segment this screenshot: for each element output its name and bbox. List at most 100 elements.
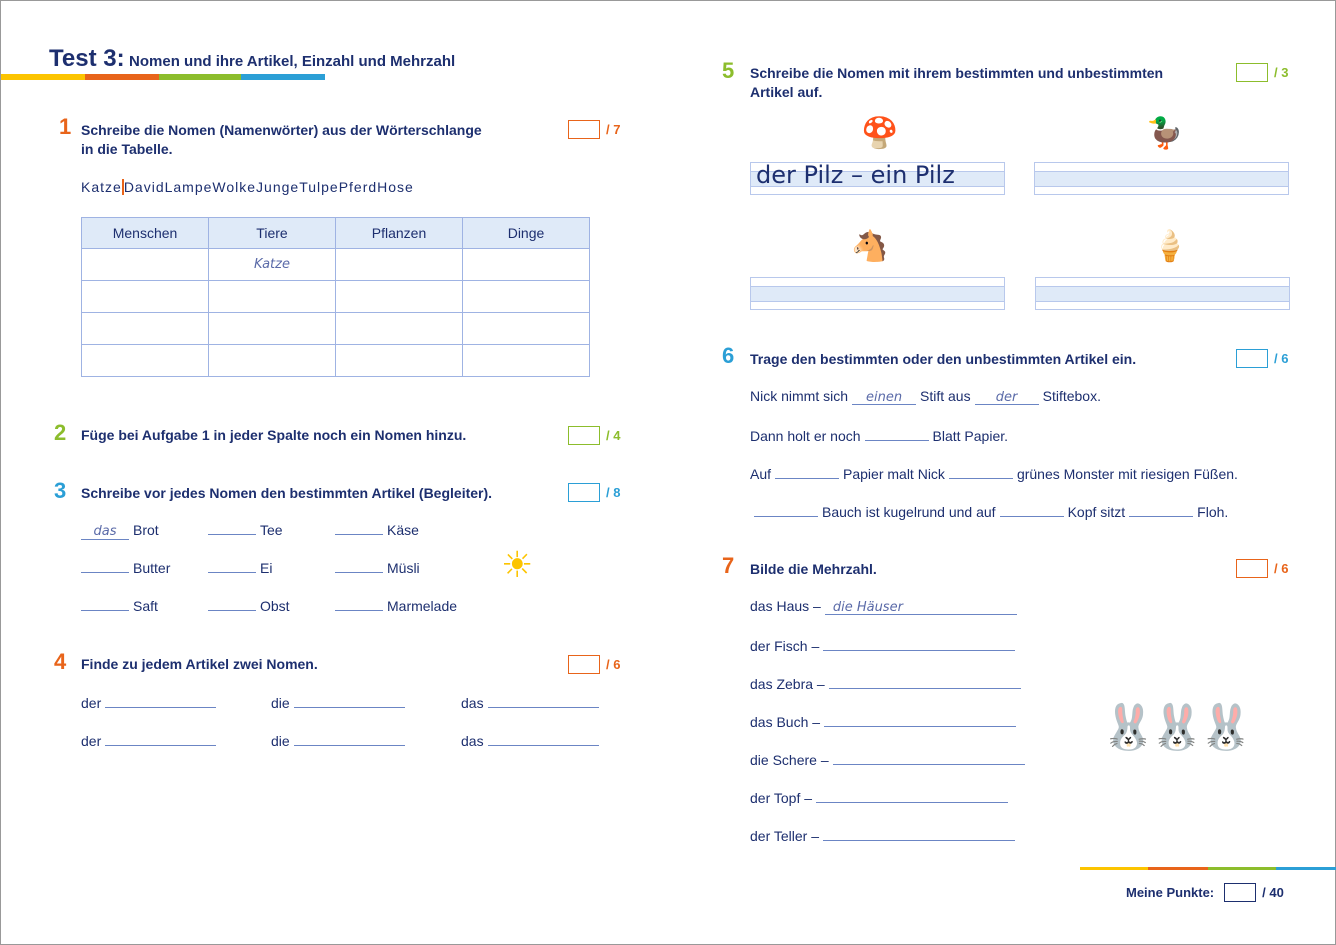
- table-cell[interactable]: [462, 344, 590, 377]
- singular-word: der Fisch –: [750, 638, 820, 654]
- article-blank[interactable]: [208, 534, 256, 535]
- table-cell[interactable]: [208, 344, 336, 377]
- article-row: der: [81, 694, 217, 711]
- writing-lines[interactable]: [1034, 162, 1289, 195]
- column-header: Dinge: [462, 217, 590, 249]
- score-box[interactable]: [568, 655, 600, 674]
- plural-blank[interactable]: [823, 826, 1016, 841]
- article-blank[interactable]: [335, 572, 383, 573]
- task-4-score: / 6: [568, 655, 620, 674]
- task-6-score: / 6: [1236, 349, 1288, 368]
- table-cell[interactable]: [462, 312, 590, 345]
- sentence-text: Kopf sitzt: [1067, 504, 1126, 520]
- score-box[interactable]: [568, 483, 600, 502]
- table-cell[interactable]: [462, 280, 590, 313]
- table-cell[interactable]: Katze: [208, 248, 336, 281]
- noun-blank[interactable]: [487, 732, 599, 746]
- article-blank[interactable]: [999, 502, 1064, 517]
- footer-bar-orange: [1148, 867, 1208, 870]
- ice-cream-icon: 🍦: [1151, 230, 1189, 263]
- article-label: die: [271, 733, 290, 749]
- task-number: 5: [722, 58, 735, 83]
- plural-blank[interactable]: die Häuser: [824, 600, 1017, 615]
- plural-blank[interactable]: [832, 750, 1025, 765]
- article-item: Ei: [208, 560, 272, 576]
- noun-word: Käse: [387, 522, 419, 538]
- article-row: die: [271, 732, 405, 749]
- table-cell[interactable]: [81, 312, 209, 345]
- plural-item: das Zebra –: [750, 674, 1021, 692]
- noun-blank[interactable]: [293, 694, 405, 708]
- table-cell[interactable]: [335, 312, 463, 345]
- title-bar-orange: [85, 74, 159, 80]
- table-row: Katze: [81, 248, 590, 281]
- plural-blank[interactable]: [816, 788, 1009, 803]
- task-3-instruction: Schreibe vor jedes Nomen den bestimmten …: [81, 485, 493, 501]
- sentence-text: Stift aus: [920, 388, 971, 404]
- title-bar-green: [159, 74, 241, 80]
- article-row: das: [461, 694, 599, 711]
- singular-word: der Topf –: [750, 790, 813, 806]
- article-blank[interactable]: [948, 464, 1013, 479]
- article-item: Obst: [208, 598, 290, 614]
- article-blank[interactable]: [208, 610, 256, 611]
- article-blank[interactable]: [754, 502, 818, 517]
- donkey-icon: 🐴: [851, 230, 889, 263]
- article-blank[interactable]: [864, 426, 929, 441]
- table-cell[interactable]: [81, 248, 209, 281]
- article-blank[interactable]: [81, 572, 129, 573]
- score-box[interactable]: [1224, 883, 1257, 902]
- noun-word: Brot: [133, 522, 159, 538]
- task-number: 2: [54, 420, 67, 445]
- footer-bar-yellow: [1080, 867, 1148, 870]
- rabbits-icon: 🐰🐰🐰: [1101, 703, 1253, 752]
- table-cell[interactable]: [335, 248, 463, 281]
- table-cell[interactable]: [335, 280, 463, 313]
- footer-bar-green: [1208, 867, 1276, 870]
- article-blank[interactable]: [335, 534, 383, 535]
- plural-blank[interactable]: [824, 712, 1017, 727]
- task-1-instruction: Schreibe die Nomen (Namenwörter) aus der…: [81, 122, 482, 157]
- total-score: Meine Punkte:/ 40: [1126, 883, 1284, 902]
- article-blank[interactable]: der: [974, 390, 1039, 405]
- article-item: Tee: [208, 522, 283, 538]
- article-blank[interactable]: [81, 610, 129, 611]
- score-box[interactable]: [1236, 63, 1268, 82]
- score-box[interactable]: [1236, 349, 1268, 368]
- singular-word: die Schere –: [750, 752, 829, 768]
- table-cell[interactable]: [462, 248, 590, 281]
- table-cell[interactable]: [208, 312, 336, 345]
- noun-word: Ei: [260, 560, 273, 576]
- word-snake: Katze DavidLampeWolkeJungeTulpePferdHose: [81, 179, 414, 195]
- noun-blank[interactable]: [487, 694, 599, 708]
- table-cell[interactable]: [208, 280, 336, 313]
- score-box[interactable]: [1236, 559, 1268, 578]
- score-box[interactable]: [568, 120, 600, 139]
- article-blank[interactable]: einen: [852, 390, 917, 405]
- article-blank[interactable]: [1129, 502, 1194, 517]
- score-box[interactable]: [568, 426, 600, 445]
- plural-item: der Topf –: [750, 788, 1009, 806]
- table-cell[interactable]: [335, 344, 463, 377]
- task-7-instruction: Bilde die Mehrzahl.: [750, 561, 877, 577]
- noun-blank[interactable]: [105, 694, 217, 708]
- writing-lines[interactable]: [750, 277, 1005, 310]
- article-blank[interactable]: [208, 572, 256, 573]
- noun-word: Butter: [133, 560, 171, 576]
- noun-word: Müsli: [387, 560, 420, 576]
- article-item: Käse: [335, 522, 419, 538]
- noun-blank[interactable]: [105, 732, 217, 746]
- plural-blank[interactable]: [823, 636, 1016, 651]
- mushroom-icon: 🍄: [861, 117, 899, 150]
- writing-lines[interactable]: der Pilz – ein Pilz: [750, 161, 1005, 195]
- table-cell[interactable]: [81, 280, 209, 313]
- table-cell[interactable]: [81, 344, 209, 377]
- task-4-instruction: Finde zu jedem Artikel zwei Nomen.: [81, 656, 318, 672]
- writing-lines[interactable]: [1035, 277, 1290, 310]
- noun-blank[interactable]: [293, 732, 405, 746]
- article-blank[interactable]: das: [81, 524, 129, 540]
- article-blank[interactable]: [775, 464, 840, 479]
- plural-blank[interactable]: [828, 674, 1021, 689]
- singular-word: das Haus –: [750, 598, 821, 614]
- article-blank[interactable]: [335, 610, 383, 611]
